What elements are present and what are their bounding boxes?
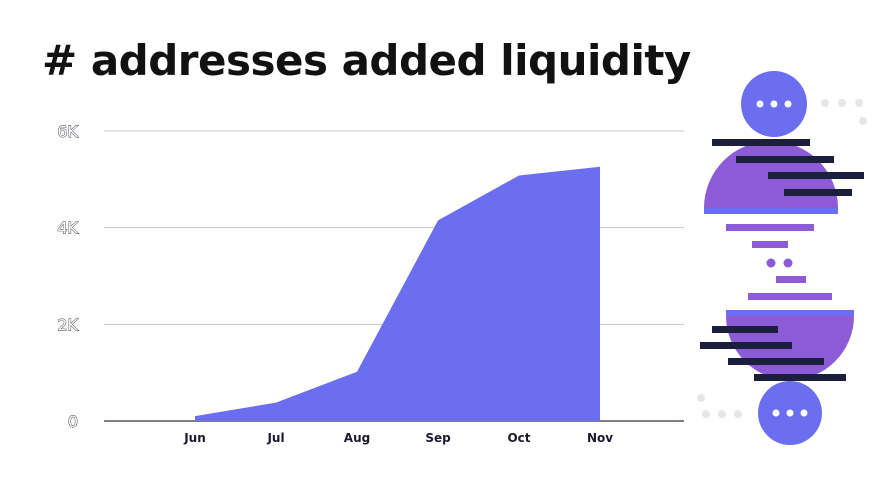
series-area [194, 166, 601, 421]
deco-dot-purple [783, 258, 793, 268]
deco-bar-purple [726, 224, 814, 231]
x-axis-ticks: Jun Jul Aug Sep Oct Nov [183, 431, 613, 445]
deco-bar [754, 374, 846, 381]
deco-dot-grey [859, 117, 867, 125]
decorative-illustration [697, 71, 867, 445]
deco-dot-grey [697, 394, 705, 402]
deco-dome-base [726, 310, 854, 316]
deco-bar-purple [748, 293, 832, 300]
x-tick-label: Jul [266, 431, 284, 445]
deco-dot-grey [718, 410, 726, 418]
y-tick-label: 2K [57, 315, 78, 334]
x-tick-label: Jun [183, 431, 206, 445]
deco-dot-purple [766, 258, 776, 268]
x-tick-label: Nov [587, 431, 613, 445]
y-axis-ticks: 0 2K 4K 6K [57, 122, 79, 432]
x-tick-label: Aug [344, 431, 370, 445]
deco-dot [772, 409, 780, 417]
deco-bar [736, 156, 834, 163]
area-chart: 0 2K 4K 6K Jun Jul Aug Sep Oct Nov [57, 122, 684, 445]
deco-dot [786, 409, 794, 417]
deco-bar [784, 189, 852, 196]
area-series [195, 166, 600, 421]
deco-dot [770, 100, 778, 108]
deco-bar [700, 342, 792, 349]
deco-dot [756, 100, 764, 108]
deco-dot [800, 409, 808, 417]
deco-bar [728, 358, 824, 365]
y-tick-label: 0 [68, 412, 78, 431]
y-tick-label: 6K [57, 122, 78, 141]
deco-bar-purple [752, 241, 788, 248]
deco-bar-purple [776, 276, 806, 283]
y-tick-label: 4K [57, 219, 78, 238]
chart-title: # addresses added liquidity [42, 36, 691, 85]
deco-bar [712, 139, 810, 146]
x-tick-label: Sep [425, 431, 451, 445]
x-tick-label: Oct [507, 431, 530, 445]
deco-bar [768, 172, 864, 179]
deco-dot-grey [821, 99, 829, 107]
deco-dot-grey [734, 410, 742, 418]
deco-dome-base [704, 208, 838, 214]
deco-dot [784, 100, 792, 108]
deco-bar [712, 326, 778, 333]
deco-dot-grey [855, 99, 863, 107]
deco-dot-grey [838, 99, 846, 107]
deco-dot-grey [702, 410, 710, 418]
